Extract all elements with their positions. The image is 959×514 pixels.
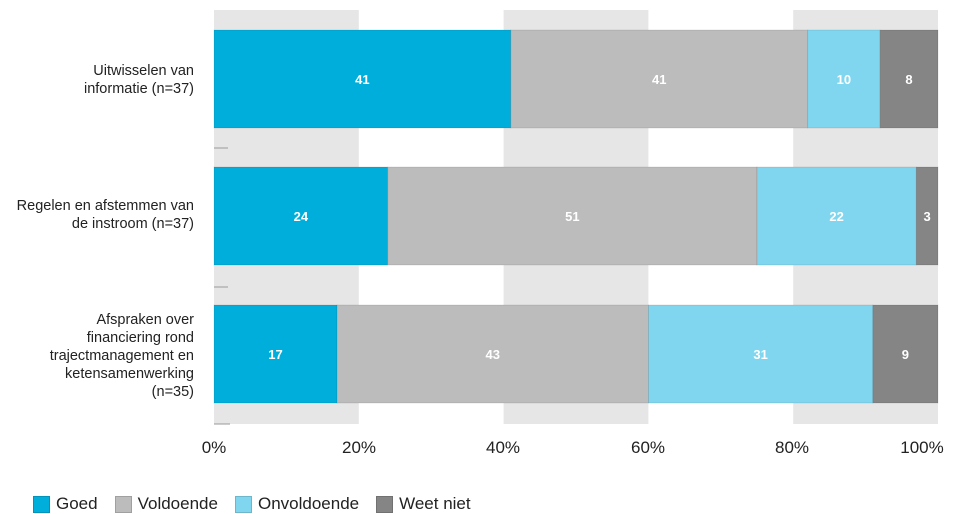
legend-swatch-goed (33, 495, 50, 513)
category-label-0-line-1: informatie (n=37) (83, 81, 194, 97)
legend-label-weet-niet: Weet niet (399, 494, 471, 513)
x-tick-label-1: 20% (341, 438, 377, 457)
x-tick-label-4: 80% (774, 438, 810, 457)
bar-value-label-0-weet-niet: 8 (905, 72, 912, 87)
bar-value-label-1-weet-niet: 3 (924, 209, 931, 224)
bar-2-onvoldoende (648, 304, 874, 404)
category-label-2-line-0: Afspraken over (96, 312, 194, 328)
bar-value-label-2-goed: 17 (268, 347, 282, 362)
category-label-1: Regelen en afstemmen van de instroom (n=… (0, 197, 194, 233)
bar-value-label-0-voldoende: 41 (652, 72, 666, 87)
category-label-0: Uitwisselen van informatie (n=37) (0, 62, 194, 98)
legend-swatch-weet-niet (376, 495, 394, 513)
bar-1-voldoende (387, 166, 758, 266)
legend-label-voldoende: Voldoende (137, 494, 218, 513)
category-label-2-line-1: financiering rond (86, 330, 194, 346)
category-label-0-line-0: Uitwisselen van (93, 63, 194, 79)
category-label-2-line-2: trajectmanagement en (49, 348, 194, 364)
legend-item-voldoende: Voldoende (114, 494, 218, 514)
legend-item-goed: Goed (33, 494, 98, 514)
x-tick-label-2: 40% (485, 438, 521, 457)
bar-value-label-1-goed: 24 (294, 209, 309, 224)
bar-1-weet-niet (915, 166, 939, 266)
category-label-2: Afspraken over financiering rond traject… (0, 311, 194, 401)
legend-item-onvoldoende: Onvoldoende (234, 494, 360, 514)
legend-item-weet-niet: Weet niet (376, 494, 471, 514)
bar-value-label-2-weet-niet: 9 (902, 347, 909, 362)
category-label-2-line-4: (n=35) (151, 384, 194, 400)
bar-0-onvoldoende (807, 29, 881, 129)
bar-0-weet-niet (879, 29, 939, 129)
bar-0-goed (213, 29, 512, 129)
bar-value-label-0-onvoldoende: 10 (837, 72, 851, 87)
legend-label-onvoldoende: Onvoldoende (257, 494, 360, 513)
bar-2-voldoende (336, 304, 649, 404)
bar-0-voldoende (510, 29, 809, 129)
bar-value-label-2-voldoende: 43 (486, 347, 500, 362)
legend-swatch-voldoende (114, 495, 132, 513)
bar-value-label-1-voldoende: 51 (565, 209, 579, 224)
bar-value-label-1-onvoldoende: 22 (829, 209, 843, 224)
category-label-1-line-0: Regelen en afstemmen van (16, 198, 194, 214)
bar-2-goed (213, 304, 338, 404)
bar-2-weet-niet (872, 304, 939, 404)
category-label-1-line-1: de instroom (n=37) (71, 216, 194, 232)
legend-swatch-onvoldoende (234, 495, 252, 513)
bar-value-label-0-goed: 41 (355, 72, 369, 87)
x-tick-label-0: 0% (201, 438, 227, 457)
bar-1-goed (213, 166, 389, 266)
category-label-2-line-3: ketensamenwerking (65, 366, 194, 382)
bar-1-onvoldoende (756, 166, 917, 266)
legend-label-goed: Goed (56, 494, 98, 513)
x-tick-label-3: 60% (630, 438, 666, 457)
x-tick-label-5: 100% (900, 438, 944, 457)
legend: Goed Voldoende Onvoldoende Weet niet (33, 494, 488, 514)
bar-value-label-2-onvoldoende: 31 (753, 347, 767, 362)
